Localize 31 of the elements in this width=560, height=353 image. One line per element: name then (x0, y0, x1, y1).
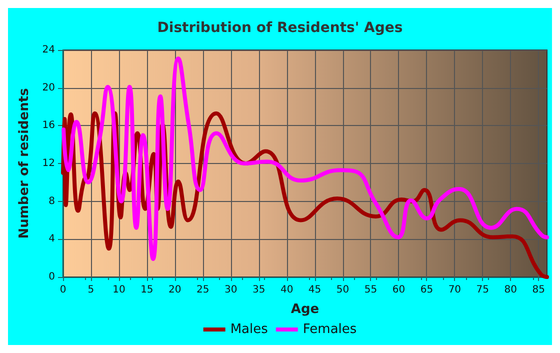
x-tick-label: 5 (88, 284, 94, 296)
x-tick-label: 50 (336, 284, 350, 296)
x-tick-label: 40 (280, 284, 294, 296)
x-tick-label: 20 (168, 284, 182, 296)
chart-title: Distribution of Residents' Ages (157, 20, 403, 36)
x-tick-label: 80 (504, 284, 517, 296)
legend-label: Males (230, 322, 268, 337)
x-tick-label: 85 (532, 284, 545, 296)
x-tick-label: 45 (308, 284, 322, 296)
y-tick-label: 16 (42, 120, 55, 132)
y-tick-label: 0 (48, 272, 55, 282)
line-series (62, 56, 549, 262)
y-tick-label: 20 (42, 82, 55, 94)
x-tick-label: 30 (224, 284, 238, 296)
y-tick-label: 12 (42, 158, 55, 169)
y-tick-label: 24 (42, 44, 55, 56)
x-axis-title: Age (290, 302, 320, 317)
y-axis-title: Number of residents (17, 88, 32, 239)
x-tick-label: 60 (392, 284, 406, 296)
y-tick-label: 8 (48, 196, 55, 207)
x-tick-label: 70 (448, 284, 462, 296)
x-tick-label: 35 (252, 284, 266, 296)
x-tick-label: 15 (140, 284, 154, 296)
x-tick-label: 75 (476, 284, 490, 296)
x-tick-label: 0 (60, 284, 66, 296)
x-tick-label: 65 (420, 284, 434, 296)
legend-label: Females (302, 322, 357, 337)
y-tick-label: 4 (48, 234, 55, 245)
x-tick-label: 10 (112, 284, 126, 296)
x-tick-label: 55 (364, 284, 378, 296)
x-tick-label: 25 (196, 284, 210, 296)
